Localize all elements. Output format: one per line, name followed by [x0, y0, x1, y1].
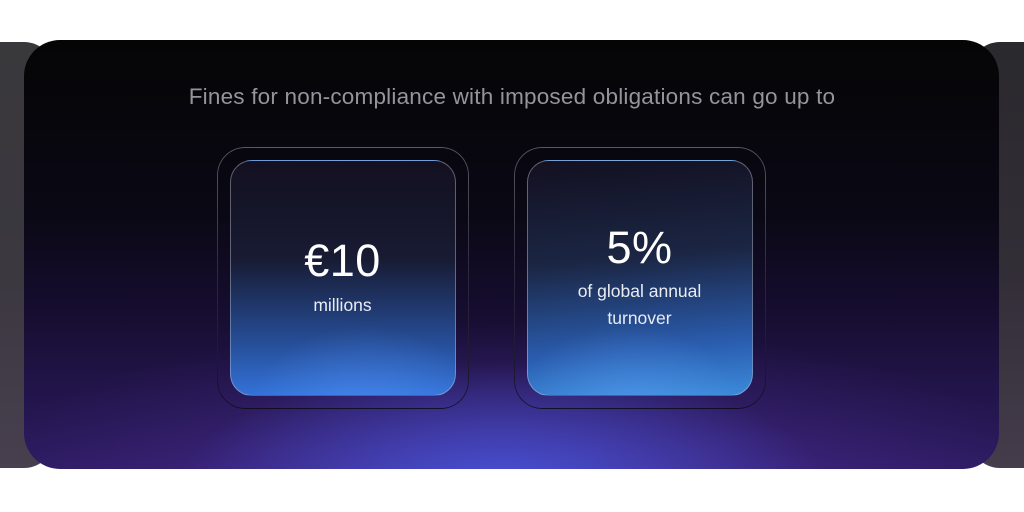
stat-label-turnover: of global annual turnover: [577, 281, 702, 329]
main-panel: [24, 40, 999, 469]
stat-card-inner: 5% of global annual turnover: [526, 160, 753, 396]
stat-value-amount: €10: [304, 235, 381, 287]
stat-value-turnover: 5%: [606, 221, 673, 273]
stats-row: €10 millions 5% of global annual turnove…: [0, 147, 1003, 409]
stat-card-fine-amount: €10 millions: [216, 147, 469, 409]
stat-label-amount: millions: [313, 294, 372, 315]
slide-heading: Fines for non-compliance with imposed ob…: [188, 84, 836, 109]
stat-card-turnover: 5% of global annual turnover: [513, 147, 766, 409]
stat-card-inner: €10 millions: [229, 160, 456, 396]
